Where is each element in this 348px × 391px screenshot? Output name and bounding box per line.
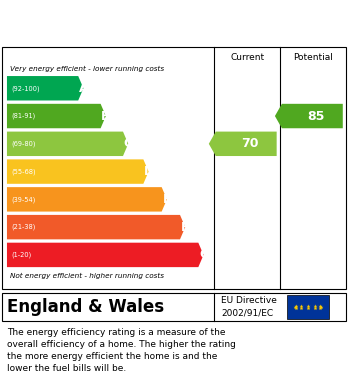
Text: (55-68): (55-68) [11, 169, 36, 175]
Text: F: F [181, 221, 189, 234]
Text: Not energy efficient - higher running costs: Not energy efficient - higher running co… [10, 273, 165, 279]
Text: (21-38): (21-38) [11, 224, 35, 230]
Polygon shape [7, 76, 84, 100]
Text: Current: Current [230, 53, 264, 62]
Text: B: B [101, 109, 111, 122]
Text: G: G [199, 248, 209, 262]
Bar [287, 295, 329, 319]
Text: Very energy efficient - lower running costs: Very energy efficient - lower running co… [10, 66, 165, 72]
Text: The energy efficiency rating is a measure of the
overall efficiency of a home. T: The energy efficiency rating is a measur… [7, 328, 236, 373]
Text: EU Directive
2002/91/EC: EU Directive 2002/91/EC [221, 296, 277, 317]
Text: England & Wales: England & Wales [7, 298, 164, 316]
Text: Potential: Potential [293, 53, 333, 62]
Polygon shape [209, 132, 277, 156]
Polygon shape [7, 187, 167, 212]
Text: (1-20): (1-20) [11, 252, 31, 258]
Text: D: D [144, 165, 154, 178]
Text: 85: 85 [307, 109, 324, 122]
Polygon shape [7, 132, 128, 156]
Text: 70: 70 [241, 137, 259, 150]
Text: E: E [163, 193, 171, 206]
Polygon shape [7, 104, 106, 128]
Text: (39-54): (39-54) [11, 196, 35, 203]
Text: Energy Efficiency Rating: Energy Efficiency Rating [64, 16, 284, 30]
Text: C: C [124, 137, 133, 150]
Polygon shape [275, 104, 343, 128]
Polygon shape [7, 160, 149, 184]
Text: (92-100): (92-100) [11, 85, 40, 91]
Polygon shape [7, 215, 185, 239]
Text: (69-80): (69-80) [11, 140, 35, 147]
Polygon shape [7, 243, 204, 267]
Text: (81-91): (81-91) [11, 113, 35, 119]
Text: A: A [79, 82, 88, 95]
